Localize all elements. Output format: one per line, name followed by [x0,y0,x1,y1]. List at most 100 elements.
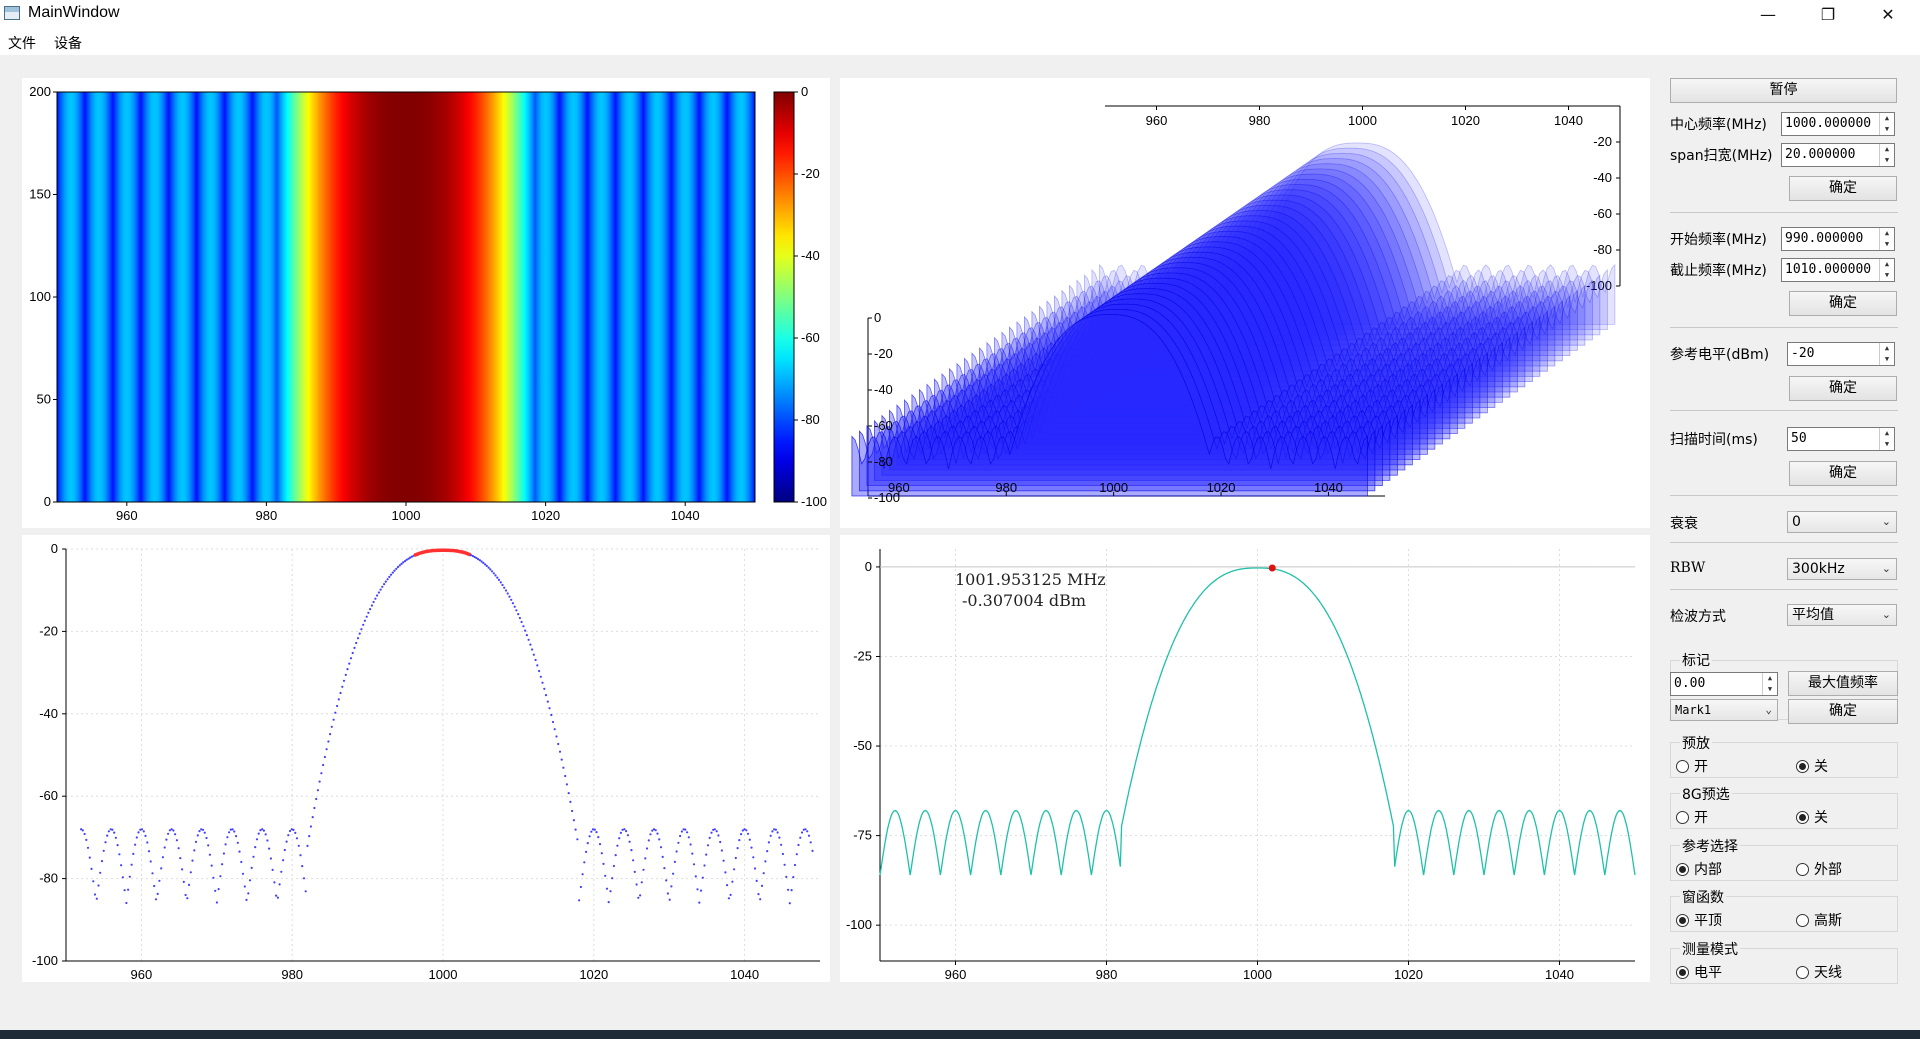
maximize-button[interactable]: ❐ [1804,0,1852,29]
spectrogram-chart[interactable]: 0 50 100 150 200 960 980 1000 1020 1040 0 -20 -40 -60… [22,78,830,528]
ref-level-input[interactable]: -20 ▲ ▼ [1787,342,1895,366]
divider [1670,495,1898,496]
sweep-time-input[interactable]: 50 ▲ ▼ [1787,427,1895,451]
data-point [372,600,375,604]
confirm-freq-button[interactable]: 确定 [1789,291,1897,316]
data-point [618,837,621,840]
pause-button[interactable]: 暂停 [1670,78,1897,103]
max-freq-button[interactable]: 最大值频率 [1788,671,1898,696]
waterfall-trace [874,298,1391,481]
data-point [85,838,88,841]
data-point [647,839,650,842]
waterfall-3d-chart[interactable]: 960980100010201040-20-40-60-80-100960980… [840,78,1650,528]
data-point [187,883,191,886]
ref-level-label: 参考电平(dBm) [1670,347,1770,363]
data-point [149,860,152,863]
data-point [614,854,617,857]
span-input[interactable]: 20.000000 ▲ ▼ [1781,143,1895,167]
data-point [520,620,523,624]
preamp-off-radio[interactable] [1796,760,1809,773]
data-point [247,892,250,895]
menu-file[interactable]: 文件 [8,36,36,52]
data-point [302,877,306,880]
ref-internal-radio[interactable] [1676,863,1689,876]
center-freq-input[interactable]: 1000.000000 ▲ ▼ [1781,112,1895,136]
minimize-button[interactable]: — [1744,0,1792,29]
data-point [529,643,532,646]
data-point [574,828,577,831]
spin-arrows-icon[interactable]: ▲ ▼ [1879,259,1894,281]
data-point [337,698,340,701]
chevron-down-icon: ⌄ [1765,703,1772,716]
data-point [362,623,365,626]
data-point [762,872,765,875]
sweep-time-label: 扫描时间(ms) [1670,432,1758,448]
divider [1670,542,1898,543]
confirm-sweep-button[interactable]: 确定 [1789,461,1897,486]
data-point [649,833,652,836]
spectrum-dots-chart[interactable]: 960 980 1000 1020 1040 0 -20 -40 -60 -80 -100 [22,535,830,982]
detector-select[interactable]: 平均值 ⌄ [1787,604,1897,626]
center-freq-label: 中心频率(MHz) [1670,117,1767,133]
ref-external-radio[interactable] [1796,863,1809,876]
data-point [349,657,353,660]
confirm-ref-button[interactable]: 确定 [1789,376,1897,401]
data-point [254,846,257,849]
start-freq-label: 开始频率(MHz) [1670,232,1767,248]
data-point [367,611,370,614]
confirm-span-button[interactable]: 确定 [1789,176,1897,201]
data-point [107,830,110,833]
data-point [196,834,199,837]
data-point [104,841,107,844]
spin-arrows-icon[interactable]: ▲ ▼ [1879,343,1894,365]
spin-arrows-icon[interactable]: ▲ ▼ [1879,228,1894,250]
data-point [544,694,548,697]
data-point [236,841,239,844]
spectrum-line-chart[interactable]: 960 980 1000 1020 1040 0 -25 -50 -75 -100 1001.953… [840,535,1650,982]
data-point [322,763,325,767]
close-button[interactable]: ✕ [1864,0,1912,29]
spin-arrows-icon[interactable]: ▲ ▼ [1879,144,1894,166]
front-y-tick-label: -40 [874,382,893,397]
spin-arrows-icon[interactable]: ▲ ▼ [1879,113,1894,135]
stop-freq-input[interactable]: 1010.000000 ▲ ▼ [1781,258,1895,282]
data-point [585,850,588,853]
rbw-select[interactable]: 300kHz ⌄ [1787,558,1897,580]
data-point [252,855,255,858]
marker-select[interactable]: Mark1 ⌄ [1670,699,1778,721]
data-point [409,556,412,559]
data-point [623,828,626,831]
data-point [146,841,149,844]
preamp-on-radio[interactable] [1676,760,1689,773]
waterfall-trace [926,262,1443,445]
data-point [351,651,354,655]
start-freq-input[interactable]: 990.000000 ▲ ▼ [1781,227,1895,251]
data-point [405,558,408,561]
spin-arrows-icon[interactable]: ▲ ▼ [1762,673,1777,695]
window-flattop-radio[interactable] [1676,914,1689,927]
marker-value-input[interactable]: 0.00 ▲ ▼ [1670,672,1778,696]
data-point [764,860,767,863]
data-point [241,872,245,875]
spin-arrows-icon[interactable]: ▲ ▼ [1879,428,1894,450]
data-point [233,830,236,833]
menu-device[interactable]: 设备 [54,36,82,52]
data-point [602,862,605,865]
preselect-off-radio[interactable] [1796,811,1809,824]
data-point [282,859,285,862]
data-point [250,866,253,869]
atten-select[interactable]: 0 ⌄ [1787,511,1897,533]
data-point [288,829,292,833]
data-point [604,874,607,877]
data-point [235,835,238,838]
measure-antenna-radio[interactable] [1796,966,1809,979]
window-title: MainWindow [28,4,120,21]
data-point [179,857,182,860]
measure-level-radio[interactable] [1676,966,1689,979]
data-point [132,852,135,855]
window-gauss-radio[interactable] [1796,914,1809,927]
data-point [346,668,349,671]
preselect-on-radio[interactable] [1676,811,1689,824]
confirm-marker-button[interactable]: 确定 [1788,699,1898,724]
data-point [407,557,410,560]
